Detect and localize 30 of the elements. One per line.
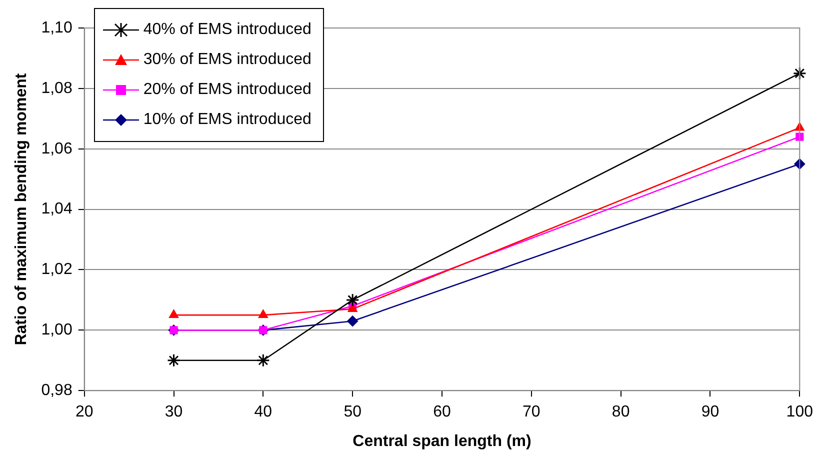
point (796, 132, 804, 141)
x-tick-label: 90 (701, 404, 720, 421)
legend-label: 20% of EMS introduced (143, 81, 312, 99)
y-axis-title: Ratio of maximum bending moment (13, 72, 30, 346)
y-tick-label: 0,98 (41, 382, 72, 400)
y-tick-label: 1,06 (41, 140, 72, 158)
point (792, 66, 806, 80)
legend-label: 40% of EMS introduced (143, 21, 312, 39)
legend-label: 10% of EMS introduced (143, 111, 312, 129)
y-tick-label: 1,02 (41, 261, 72, 278)
x-tick-label: 70 (522, 404, 540, 421)
point (347, 316, 358, 327)
y-tick-label: 1,08 (41, 80, 72, 97)
y-tick-label: 1,00 (41, 322, 72, 339)
x-tick-label: 100 (786, 404, 814, 421)
x-tick-label: 80 (612, 404, 630, 421)
x-tick-label: 40 (254, 404, 272, 421)
point (256, 354, 270, 368)
x-axis-title: Central span length (m) (352, 432, 532, 450)
y-tick-label: 1,10 (41, 19, 72, 36)
point (346, 293, 360, 307)
x-tick-label: 30 (164, 404, 183, 421)
x-tick-label: 60 (433, 404, 451, 421)
y-tick-label: 1,04 (41, 200, 72, 218)
x-tick-label: 20 (75, 404, 94, 421)
x-tick-label: 50 (344, 404, 362, 421)
legend-label: 30% of EMS introduced (143, 51, 312, 69)
point (258, 310, 268, 318)
point (167, 354, 181, 368)
point (168, 310, 179, 318)
